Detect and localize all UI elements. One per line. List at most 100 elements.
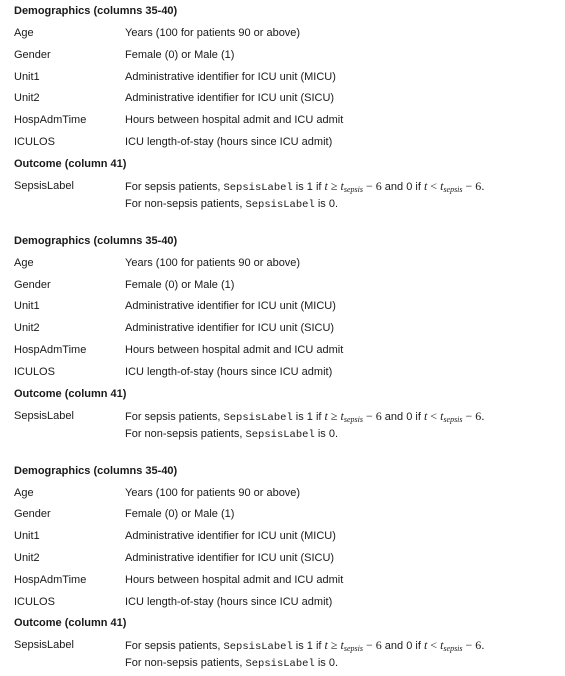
code-term: SepsisLabel <box>245 429 314 441</box>
math-sub: sepsis <box>344 185 363 194</box>
math-op: ≥ <box>328 638 341 652</box>
demographics-heading: Demographics (columns 35-40) <box>14 234 565 256</box>
demographics-row: Gender Female (0) or Male (1) <box>14 48 565 70</box>
math-sub: sepsis <box>443 644 462 653</box>
demographics-row: Age Years (100 for patients 90 or above) <box>14 486 565 508</box>
text-segment: is 0. <box>315 198 338 210</box>
math-op: < <box>427 638 440 652</box>
variable-description: Administrative identifier for ICU unit (… <box>125 91 565 113</box>
variable-name: Gender <box>14 507 125 529</box>
demographics-row: HospAdmTime Hours between hospital admit … <box>14 343 565 365</box>
variable-name: HospAdmTime <box>14 113 125 135</box>
outcome-line-1: For sepsis patients, SepsisLabel is 1 if… <box>125 409 565 427</box>
variable-name: Unit2 <box>14 551 125 573</box>
text-segment: is 1 if <box>293 411 325 423</box>
outcome-line-2: For non-sepsis patients, SepsisLabel is … <box>125 656 565 671</box>
math-sub: sepsis <box>443 185 462 194</box>
text-segment: and 0 if <box>382 181 424 193</box>
demographics-row: ICULOS ICU length-of-stay (hours since IC… <box>14 365 565 387</box>
variable-name: Age <box>14 486 125 508</box>
variable-description: ICU length-of-stay (hours since ICU admi… <box>125 135 565 157</box>
demographics-row: Age Years (100 for patients 90 or above) <box>14 26 565 48</box>
variable-description: Years (100 for patients 90 or above) <box>125 26 565 48</box>
demographics-heading: Demographics (columns 35-40) <box>14 464 565 486</box>
demographics-row: HospAdmTime Hours between hospital admit … <box>14 113 565 135</box>
math-op: − 6 <box>463 179 482 193</box>
demographics-row: Gender Female (0) or Male (1) <box>14 507 565 529</box>
demographics-row: Unit1 Administrative identifier for ICU u… <box>14 529 565 551</box>
demographics-heading: Demographics (columns 35-40) <box>14 4 565 26</box>
variable-name: ICULOS <box>14 595 125 617</box>
variable-description: Hours between hospital admit and ICU adm… <box>125 343 565 365</box>
variable-description: Administrative identifier for ICU unit (… <box>125 529 565 551</box>
math-op: − 6 <box>363 638 382 652</box>
text-segment: For non-sepsis patients, <box>125 428 245 440</box>
math-op: < <box>427 179 440 193</box>
outcome-heading: Outcome (column 41) <box>14 616 565 638</box>
text-segment: and 0 if <box>382 640 424 652</box>
variable-name: ICULOS <box>14 135 125 157</box>
variable-name: HospAdmTime <box>14 573 125 595</box>
code-term: SepsisLabel <box>245 199 314 211</box>
variable-description: ICU length-of-stay (hours since ICU admi… <box>125 595 565 617</box>
demographics-rows: Age Years (100 for patients 90 or above) G… <box>14 486 565 617</box>
math-sub: sepsis <box>443 415 462 424</box>
variable-table: Demographics (columns 35-40) Age Years (1… <box>14 464 565 676</box>
math-sub: sepsis <box>344 415 363 424</box>
demographics-row: Unit1 Administrative identifier for ICU u… <box>14 70 565 92</box>
variable-name: ICULOS <box>14 365 125 387</box>
variable-name: HospAdmTime <box>14 343 125 365</box>
variable-table: Demographics (columns 35-40) Age Years (1… <box>14 234 565 447</box>
text-segment: and 0 if <box>382 411 424 423</box>
variable-description: Years (100 for patients 90 or above) <box>125 486 565 508</box>
variable-description: Administrative identifier for ICU unit (… <box>125 551 565 573</box>
variable-name: Unit2 <box>14 321 125 343</box>
text-segment: is 1 if <box>293 181 325 193</box>
variable-name: Unit2 <box>14 91 125 113</box>
variable-name: Age <box>14 256 125 278</box>
text-segment: is 0. <box>315 428 338 440</box>
variable-name: Unit1 <box>14 529 125 551</box>
variable-description: Years (100 for patients 90 or above) <box>125 256 565 278</box>
code-term: SepsisLabel <box>223 641 292 653</box>
demographics-row: Gender Female (0) or Male (1) <box>14 278 565 300</box>
outcome-heading: Outcome (column 41) <box>14 387 565 409</box>
math-op: < <box>427 409 440 423</box>
math-op: − 6 <box>363 179 382 193</box>
outcome-line-1: For sepsis patients, SepsisLabel is 1 if… <box>125 179 565 197</box>
outcome-description: For sepsis patients, SepsisLabel is 1 if… <box>125 179 565 217</box>
text-segment: For non-sepsis patients, <box>125 198 245 210</box>
outcome-key: SepsisLabel <box>14 638 125 676</box>
variable-description: Administrative identifier for ICU unit (… <box>125 299 565 321</box>
math-op: . <box>481 638 484 652</box>
variable-name: Unit1 <box>14 299 125 321</box>
outcome-heading: Outcome (column 41) <box>14 157 565 179</box>
outcome-row: SepsisLabel For sepsis patients, SepsisL… <box>14 638 565 676</box>
demographics-row: Age Years (100 for patients 90 or above) <box>14 256 565 278</box>
code-term: SepsisLabel <box>223 182 292 194</box>
outcome-line-2: For non-sepsis patients, SepsisLabel is … <box>125 197 565 212</box>
text-segment: For sepsis patients, <box>125 411 223 423</box>
variable-name: Unit1 <box>14 70 125 92</box>
variable-description: ICU length-of-stay (hours since ICU admi… <box>125 365 565 387</box>
variable-description: Female (0) or Male (1) <box>125 278 565 300</box>
math-op: − 6 <box>463 409 482 423</box>
variable-description: Female (0) or Male (1) <box>125 507 565 529</box>
math-op: − 6 <box>463 638 482 652</box>
math-op: ≥ <box>328 409 341 423</box>
math-sub: sepsis <box>344 644 363 653</box>
outcome-description: For sepsis patients, SepsisLabel is 1 if… <box>125 638 565 676</box>
text-segment: For non-sepsis patients, <box>125 657 245 669</box>
text-segment: For sepsis patients, <box>125 640 223 652</box>
demographics-row: Unit1 Administrative identifier for ICU u… <box>14 299 565 321</box>
text-segment: For sepsis patients, <box>125 181 223 193</box>
math-op: ≥ <box>328 179 341 193</box>
variable-name: Gender <box>14 278 125 300</box>
outcome-row: SepsisLabel For sepsis patients, SepsisL… <box>14 179 565 217</box>
variable-name: Age <box>14 26 125 48</box>
demographics-rows: Age Years (100 for patients 90 or above) G… <box>14 256 565 387</box>
variable-name: Gender <box>14 48 125 70</box>
outcome-line-2: For non-sepsis patients, SepsisLabel is … <box>125 427 565 442</box>
code-term: SepsisLabel <box>223 412 292 424</box>
variable-table: Demographics (columns 35-40) Age Years (1… <box>14 4 565 217</box>
